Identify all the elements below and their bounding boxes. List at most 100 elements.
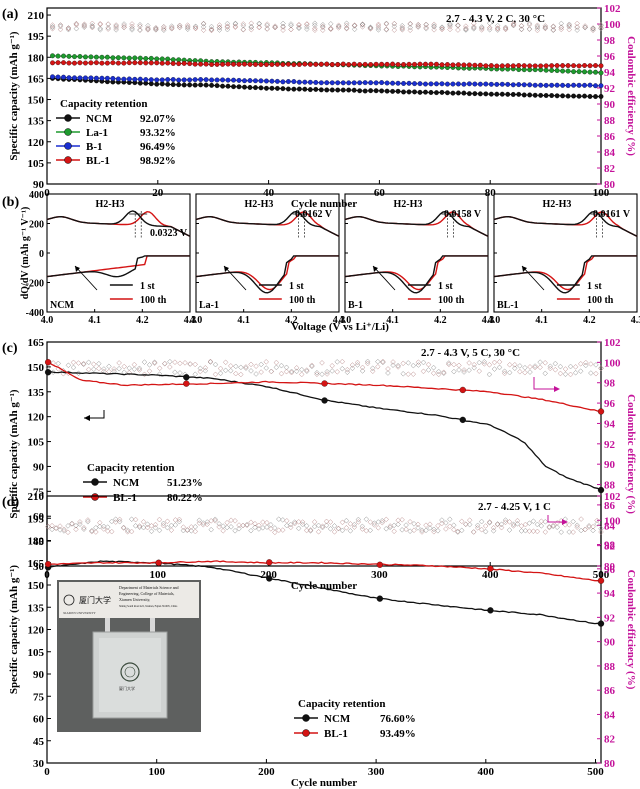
ce-point-BL-1 — [192, 361, 198, 368]
y2-tick-label: 88 — [604, 661, 616, 673]
y2-tick-label: 92 — [604, 612, 616, 624]
ce-point-B-1 — [343, 20, 350, 27]
arrow-head — [522, 266, 527, 272]
ce-point-BL-1 — [187, 361, 193, 367]
ce-point-NCM — [299, 521, 306, 528]
y2-tick-label: 100 — [604, 515, 621, 527]
ce-point-La-1 — [542, 23, 549, 29]
ce-point-NCM — [455, 529, 461, 535]
ce-point-NCM — [116, 365, 122, 372]
ce-point-NCM — [517, 363, 523, 369]
capacity-point-BL-1 — [121, 60, 127, 66]
ce-point-BL-1 — [172, 359, 178, 365]
capacity-point-B-1 — [176, 77, 182, 83]
capacity-point-B-1 — [82, 75, 88, 81]
capacity-point-B-1 — [499, 81, 505, 87]
capacity-point-B-1 — [472, 81, 478, 87]
ce-point-BL-1 — [518, 523, 525, 529]
ce-point-NCM — [558, 529, 564, 535]
ce-point-NCM — [233, 363, 239, 370]
ce-point-B-1 — [383, 20, 390, 27]
capacity-point-B-1 — [335, 80, 341, 86]
capacity-point-BL-1 — [159, 60, 165, 66]
ce-point-BL-1 — [522, 521, 529, 528]
subplot-name: NCM — [50, 300, 74, 311]
legend-retention-BL-1: 98.92% — [140, 155, 176, 167]
ce-point-BL-1 — [363, 528, 370, 534]
ce-point-NCM — [586, 523, 592, 529]
capacity-point-La-1 — [148, 55, 154, 61]
peak-shift-label: 0.0323 V — [150, 228, 188, 239]
capacity-point-B-1 — [434, 81, 439, 87]
ce-point-BL-1 — [512, 361, 518, 368]
capacity-point-BL-1 — [66, 60, 72, 66]
ce-point-BL-1 — [136, 523, 143, 529]
capacity-point-NCM — [597, 486, 605, 494]
ce-point-NCM — [518, 528, 525, 534]
ce-point-NCM — [216, 27, 223, 33]
ce-point-NCM — [196, 517, 203, 524]
ce-point-B-1 — [89, 23, 96, 29]
capacity-point-B-1 — [181, 77, 187, 83]
ce-point-NCM — [49, 24, 56, 30]
ce-point-NCM — [73, 522, 79, 529]
y2-tick-label: 88 — [604, 480, 616, 492]
ce-point-La-1 — [383, 26, 390, 32]
ce-point-BL-1 — [212, 371, 219, 378]
ce-point-La-1 — [153, 25, 159, 31]
arrow-ce-axis — [533, 377, 558, 390]
ce-point-BL-1 — [355, 519, 362, 525]
ce-point-NCM — [232, 528, 238, 534]
ce-point-BL-1 — [162, 360, 168, 367]
ce-point-BL-1 — [447, 26, 453, 33]
capacity-point-BL-1 — [104, 60, 110, 66]
ce-point-La-1 — [208, 27, 215, 34]
capacity-point-B-1 — [220, 77, 226, 83]
y-tick-label: -400 — [26, 308, 44, 319]
ce-point-NCM — [323, 522, 330, 529]
capacity-point-B-1 — [165, 77, 171, 83]
legend-retention-NCM: 92.07% — [140, 113, 176, 125]
ce-point-B-1 — [81, 22, 88, 28]
ce-point-NCM — [390, 362, 396, 368]
ce-point-BL-1 — [167, 364, 173, 370]
ce-point-BL-1 — [202, 365, 209, 371]
capacity-point-BL-1 — [505, 63, 511, 69]
y2-tick-label: 80 — [604, 758, 616, 770]
ce-point-BL-1 — [537, 364, 543, 371]
y2-tick-label: 82 — [604, 541, 616, 553]
ce-point-La-1 — [566, 26, 572, 33]
ce-point-NCM — [359, 368, 366, 374]
ce-point-NCM — [324, 369, 330, 375]
legend-retention-La-1: 93.32% — [140, 127, 176, 139]
ce-point-BL-1 — [383, 21, 390, 27]
ce-point-NCM — [73, 25, 80, 32]
capacity-point-BL-1 — [571, 63, 577, 69]
pouch-cell-photo: 厦门大学 XIAMEN UNIVERSITY Department of Mat… — [57, 580, 201, 732]
ce-point-BL-1 — [518, 23, 525, 29]
ce-point-BL-1 — [451, 526, 457, 533]
ce-point-NCM — [136, 524, 143, 530]
ce-point-NCM — [253, 371, 259, 377]
y-tick-label: 120 — [28, 412, 45, 424]
legend-name-BL-1: BL-1 — [113, 492, 137, 504]
ce-point-BL-1 — [273, 359, 280, 366]
ce-point-NCM — [112, 516, 119, 522]
ce-point-BL-1 — [403, 526, 409, 533]
y-tick-label: 90 — [33, 179, 45, 191]
capacity-point-NCM — [258, 85, 264, 91]
ce-point-NCM — [314, 369, 320, 376]
panel-label: (a) — [2, 7, 19, 22]
ce-point-BL-1 — [427, 521, 433, 527]
capacity-point-La-1 — [99, 54, 105, 60]
y2-tick-label: 82 — [604, 163, 616, 175]
ce-point-NCM — [455, 22, 461, 29]
capacity-point-NCM — [521, 92, 527, 98]
x-tick-label: 100 — [593, 187, 610, 199]
ce-point-BL-1 — [131, 361, 138, 368]
ce-point-B-1 — [161, 27, 167, 33]
peak-label: H2-H3 — [244, 199, 273, 210]
ce-point-La-1 — [232, 24, 239, 30]
ce-point-NCM — [55, 360, 62, 367]
capacity-point-NCM — [379, 88, 385, 94]
